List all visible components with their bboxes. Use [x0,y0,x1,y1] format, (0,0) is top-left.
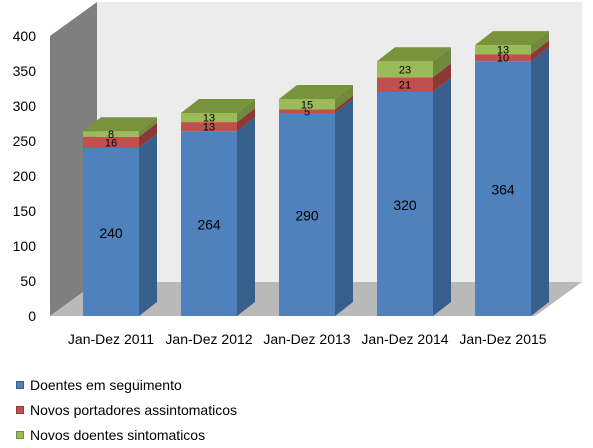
x-tick-label: Jan-Dez 2012 [165,331,252,347]
legend-item-sintomaticos[interactable]: Novos doentes sintomaticos [16,422,237,447]
data-label: 8 [108,129,114,141]
bar-side [139,134,157,316]
data-label: 15 [301,99,313,111]
y-tick-label: 150 [13,203,37,219]
bar-side [531,31,549,55]
bar-segment[interactable]: 364 [475,47,549,317]
legend-label: Doentes em seguimento [30,376,182,393]
bar-side [139,122,157,148]
data-label: 264 [197,217,221,233]
bar-segment[interactable]: 290 [279,99,353,316]
legend-item-seguimento[interactable]: Doentes em seguimento [16,372,237,397]
y-tick-label: 300 [13,98,37,114]
bar-front [279,113,335,316]
bar-front [475,61,531,317]
bar-top [83,117,157,132]
bar-front [181,131,237,316]
bar-segment[interactable]: 264 [181,117,255,316]
data-label: 13 [497,45,509,57]
bar-segment[interactable]: 10 [475,40,549,65]
bar-top [279,85,353,99]
bar-front [475,54,531,62]
data-label: 10 [497,53,509,65]
y-tick-label: 400 [13,28,37,44]
bar-segment[interactable]: 13 [475,31,549,57]
bar-side [335,85,353,110]
bar-segment[interactable]: 320 [377,78,451,316]
data-label: 290 [295,208,319,224]
bar-side [237,99,255,123]
bar-side [433,78,451,316]
bar-segment[interactable]: 15 [279,85,353,111]
y-tick-label: 250 [13,133,37,149]
x-axis-labels: Jan-Dez 2011 Jan-Dez 2012 Jan-Dez 2013 Jan-… [68,331,547,347]
data-label: 320 [393,197,417,213]
x-tick-label: Jan-Dez 2015 [459,331,546,347]
bar-top [181,99,255,113]
legend-swatch [16,380,24,389]
legend-swatch [16,430,24,439]
bar-side [237,108,255,132]
bar-front [377,77,433,92]
legend-swatch [16,405,24,414]
bar-front [377,92,433,316]
data-label: 16 [105,137,117,149]
bar-front [279,109,335,113]
bar-top [377,47,451,62]
bar-side [433,47,451,78]
bar-side [335,99,353,316]
data-label: 13 [203,113,215,125]
bar-front [181,122,237,132]
data-label: 13 [203,122,215,134]
legend-label: Novos portadores assintomaticos [30,401,237,418]
bar-side [433,63,451,92]
x-tick-label: Jan-Dez 2011 [68,331,154,347]
y-tick-label: 200 [13,168,37,184]
data-label: 364 [491,182,515,198]
legend: Doentes em seguimento Novos portadores a… [16,372,237,447]
y-tick-label: 0 [28,308,36,324]
x-tick-label: Jan-Dez 2014 [361,331,448,347]
bar-front [83,148,139,316]
data-label: 240 [99,225,123,241]
bar-segment[interactable]: 8 [83,117,157,141]
bar-front [181,113,237,123]
y-axis-ticks: 0 50 100 150 200 250 300 350 400 [13,28,37,324]
bar-side [139,117,157,137]
legend-item-assintomaticos[interactable]: Novos portadores assintomaticos [16,397,237,422]
bar-segment[interactable]: 13 [181,108,255,134]
legend-label: Novos doentes sintomaticos [30,426,206,443]
bar-side [531,47,549,316]
bar-side [335,95,353,113]
bar-side [237,117,255,316]
data-label: 21 [399,80,411,92]
bar-front [83,136,139,148]
bar-front [475,45,531,55]
bar-front [83,131,139,137]
y-tick-label: 350 [13,63,37,79]
bar-segment[interactable]: 23 [377,47,451,78]
x-tick-label: Jan-Dez 2013 [263,331,350,347]
bar-segment[interactable]: 5 [279,95,353,119]
bar-front [377,61,433,78]
bar-segment[interactable]: 240 [83,134,157,316]
bar-segment[interactable]: 13 [181,99,255,125]
bar-side [531,40,549,62]
bar-top [475,31,549,46]
bar-front [279,99,335,110]
data-label: 5 [304,106,310,118]
bar-segment[interactable]: 16 [83,122,157,150]
data-label: 23 [399,64,411,76]
bar-segment[interactable]: 21 [377,63,451,92]
y-tick-label: 50 [20,273,36,289]
y-tick-label: 100 [13,238,37,254]
